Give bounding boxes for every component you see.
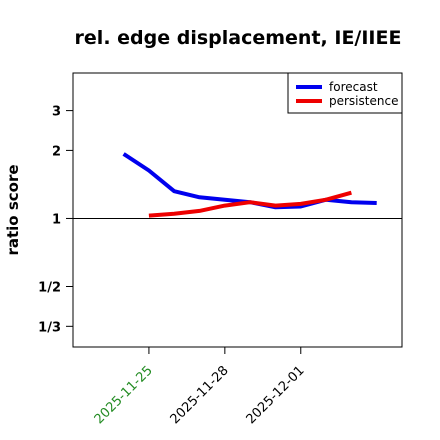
- x-tick-label: 2025-12-01: [244, 363, 308, 427]
- legend-box: [287, 72, 403, 114]
- y-tick-label: 1/2: [38, 281, 61, 296]
- series-line-forecast: [122, 152, 377, 210]
- y-tick-label: 2: [52, 144, 61, 159]
- legend-label-forecast: forecast: [329, 80, 378, 94]
- chart-title: rel. edge displacement, IE/IIEE: [75, 27, 402, 49]
- series-group: [122, 152, 377, 218]
- plot-frame: [72, 72, 403, 348]
- y-tick-label: 1/3: [38, 320, 61, 335]
- y-axis: 1/3 1/2 1 2 3: [38, 105, 73, 335]
- series-line-persistence: [148, 190, 352, 218]
- y-axis-label: ratio score: [4, 164, 22, 255]
- y-tick-label: 3: [52, 105, 61, 120]
- x-tick-label: 2025-11-28: [168, 363, 232, 427]
- x-axis: 2025-11-25 2025-11-28 2025-12-01: [92, 347, 308, 427]
- y-tick-label: 1: [52, 212, 61, 227]
- x-tick-label: 2025-11-25: [92, 363, 156, 427]
- legend-label-persistence: persistence: [329, 94, 398, 108]
